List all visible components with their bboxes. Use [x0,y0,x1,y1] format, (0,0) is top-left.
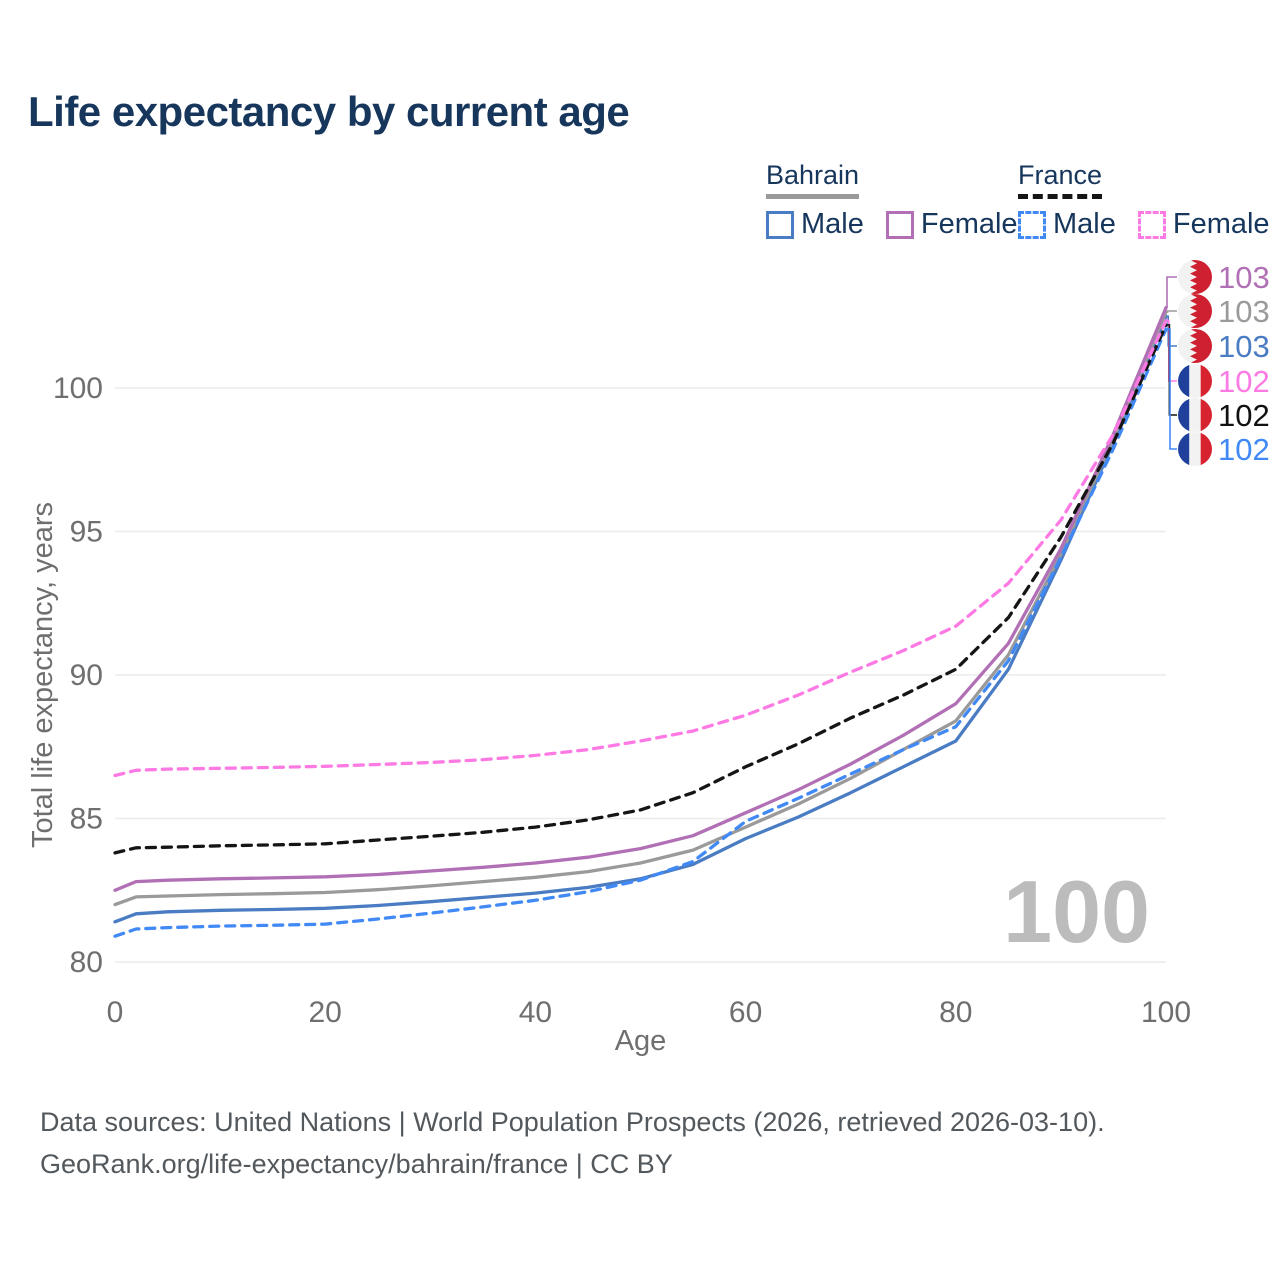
y-tick-label: 80 [70,946,103,979]
legend-item-bahrain-male[interactable]: Male [766,208,864,241]
france-male-swatch-icon [1018,210,1046,239]
line-bahrain-female[interactable] [113,305,1168,892]
y-tick-label: 95 [70,516,103,549]
legend-label: Female [1172,208,1270,240]
x-tick-label: 60 [729,996,762,1029]
page-title: Life expectancy by current age [28,88,630,135]
footer-attribution: Data sources: United Nations | World Pop… [40,1102,1105,1186]
end-value-label: 103 [1218,260,1270,295]
leader-line [1166,310,1177,313]
line-france-female[interactable] [113,318,1168,778]
bahrain-flag-icon [1178,329,1212,363]
y-axis-title: Total life expectancy, years [27,502,59,848]
france-flag-icon [1178,432,1212,466]
bahrain-male-swatch-icon [766,210,794,239]
france-female-swatch-icon [1137,210,1166,239]
legend-country-france[interactable]: France [1018,160,1103,199]
legend-country-bahrain[interactable]: Bahrain [766,160,860,199]
line-bahrain-male[interactable] [113,314,1168,924]
legend-group-bahrain: Bahrain Male Female [766,160,1018,241]
y-tick-label: 90 [70,659,103,692]
leader-line [1166,328,1177,450]
x-tick-label: 20 [309,996,342,1029]
end-value-label: 102 [1218,432,1270,467]
bahrain-flag-icon [1178,294,1212,328]
legend-label: Male [801,208,864,240]
leader-line [1166,276,1177,309]
x-axis-title: Age [615,1025,667,1057]
y-tick-label: 85 [70,803,103,836]
footer-url: GeoRank.org/life-expectancy/bahrain/fran… [40,1148,673,1179]
legend-item-france-female[interactable]: Female [1137,208,1270,241]
france-flag-icon [1178,398,1212,432]
line-france-male[interactable] [113,327,1168,938]
x-tick-label: 100 [1141,996,1191,1029]
france-flag-icon [1178,364,1212,398]
x-tick-label: 40 [519,996,552,1029]
hovered-age-watermark: 100 [1003,862,1150,961]
end-value-label: 103 [1218,294,1270,329]
end-value-label: 102 [1218,364,1270,399]
legend-item-bahrain-female[interactable]: Female [885,208,1018,241]
line-bahrain-both-sexes[interactable] [113,310,1168,907]
legend-item-france-male[interactable]: Male [1018,208,1116,241]
end-value-label: 103 [1218,329,1270,364]
end-value-label: 102 [1218,398,1270,433]
footer-data-sources: Data sources: United Nations | World Pop… [40,1107,1105,1137]
legend-group-france: France Male Female [1018,160,1270,241]
legend-label: Female [920,208,1018,240]
legend-label: Male [1053,208,1116,240]
line-france-both-sexes[interactable] [113,323,1168,855]
bahrain-flag-icon [1178,260,1212,294]
y-tick-label: 100 [53,372,103,405]
x-tick-label: 80 [939,996,972,1029]
bahrain-female-swatch-icon [885,210,914,239]
x-tick-label: 0 [107,996,124,1029]
